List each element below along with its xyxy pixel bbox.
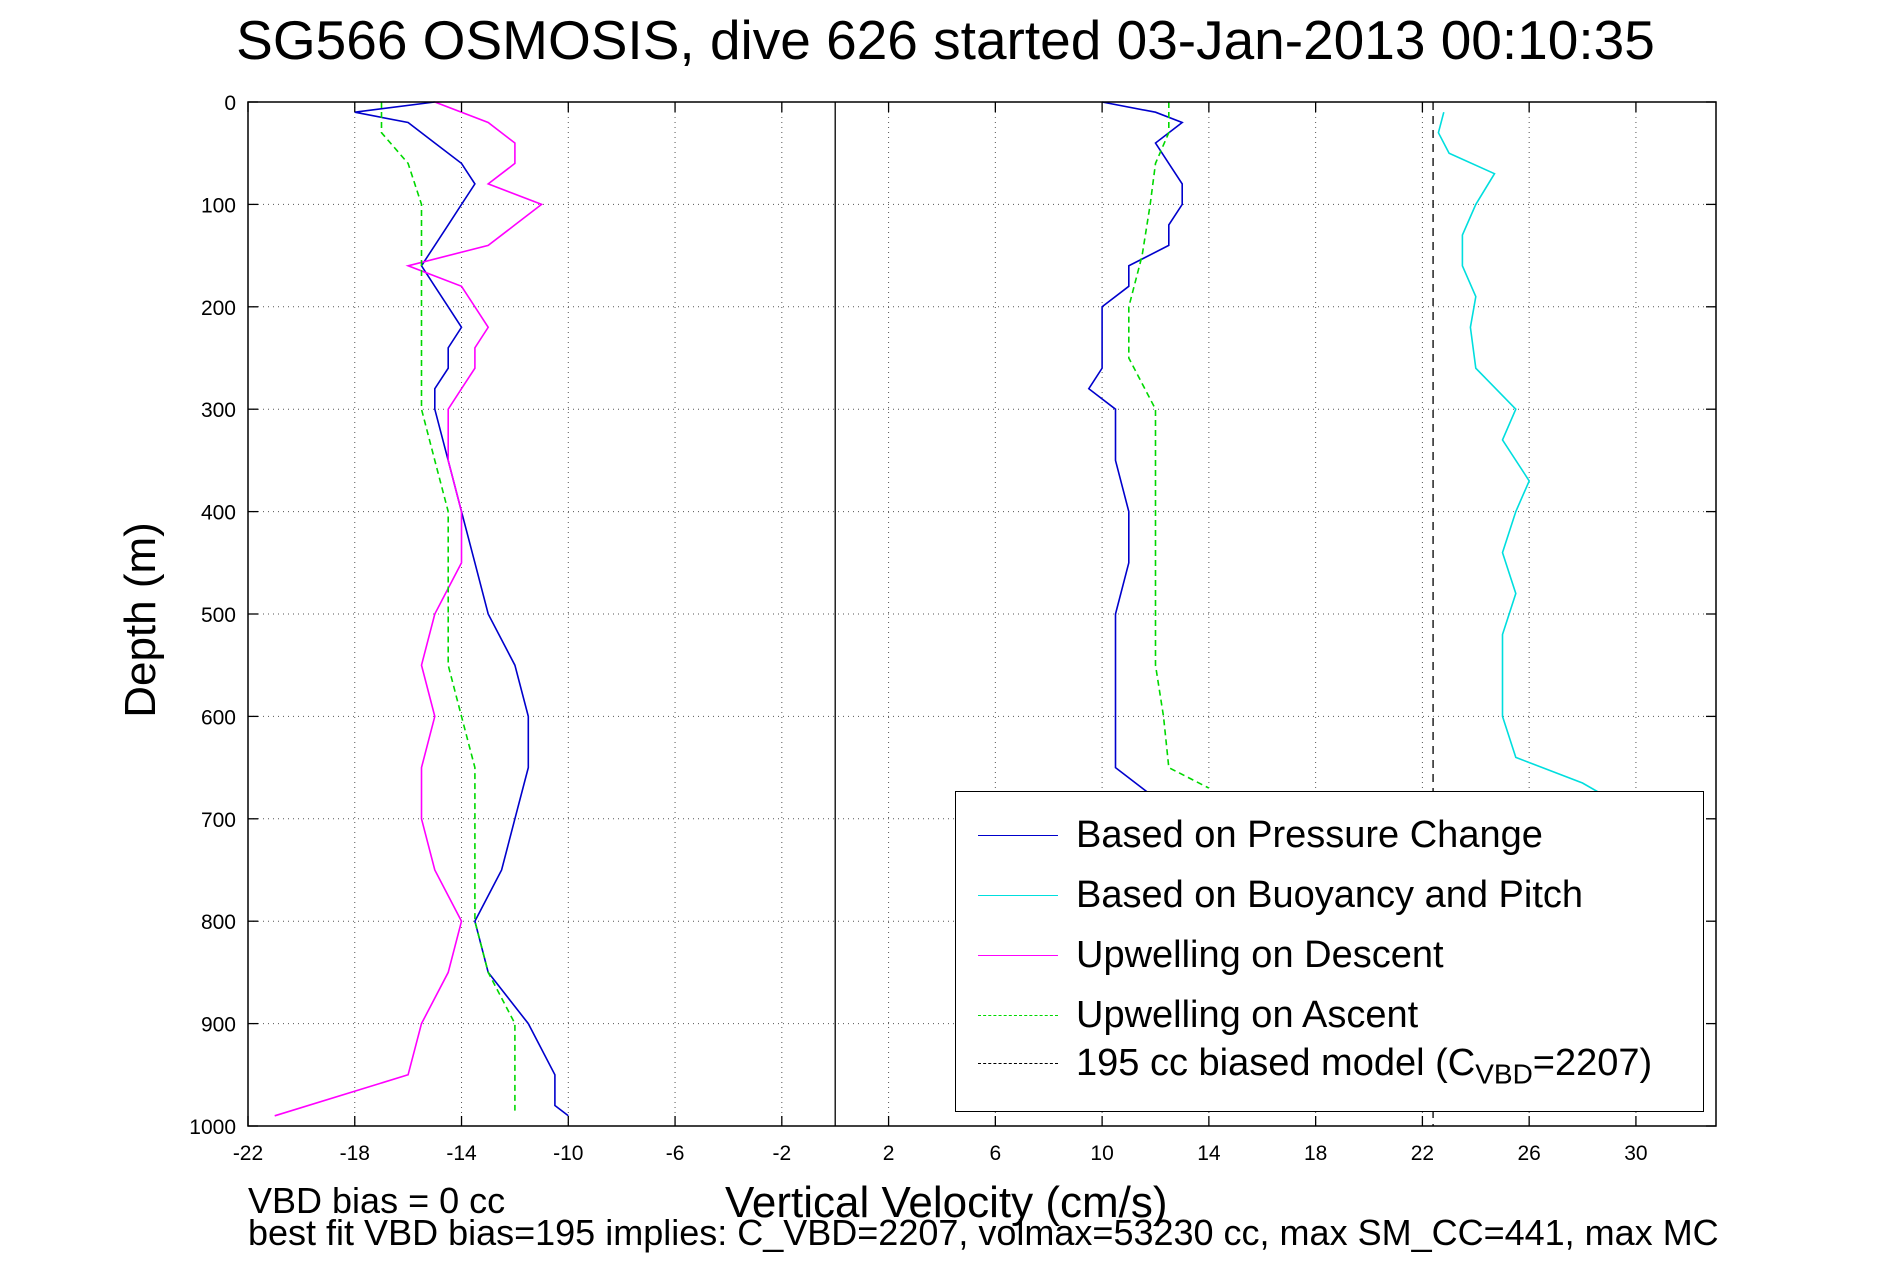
x-tick-label: -18 — [340, 1142, 370, 1165]
x-tick-label: -14 — [446, 1142, 477, 1165]
legend-item-model: 195 cc biased model (CVBD=2207) — [968, 1038, 1688, 1091]
x-tick-label: -6 — [666, 1142, 685, 1165]
x-tick-label: -22 — [233, 1142, 263, 1165]
legend: Based on Pressure Change Based on Buoyan… — [955, 791, 1704, 1112]
axes — [247, 101, 1717, 1127]
x-tick-label: 6 — [990, 1142, 1002, 1165]
series-line-0 — [354, 101, 569, 1117]
y-axis-label: Depth (m) — [116, 522, 165, 718]
x-tick-label: 22 — [1411, 1142, 1434, 1165]
series-line-4 — [380, 102, 516, 1111]
series-line-3 — [274, 101, 544, 1117]
y-tick-label: 200 — [201, 297, 236, 320]
legend-swatch-ascent — [978, 1015, 1058, 1016]
legend-item-pressure: Based on Pressure Change — [968, 810, 1688, 860]
legend-label-model: 195 cc biased model (CVBD=2207) — [1076, 1042, 1652, 1091]
best-fit-note: best fit VBD bias=195 implies: C_VBD=220… — [248, 1212, 1719, 1253]
legend-item-ascent: Upwelling on Ascent — [968, 990, 1688, 1040]
y-tick-label: 500 — [201, 604, 236, 627]
y-tick-label: 0 — [224, 92, 236, 115]
y-tick-label: 400 — [201, 502, 236, 525]
legend-swatch-buoyancy — [978, 895, 1058, 896]
x-tick-label: -2 — [772, 1142, 791, 1165]
y-tick-label: 700 — [201, 809, 236, 832]
legend-swatch-model — [978, 1063, 1058, 1064]
tick-labels: -22 -18 -14 -10 -6 -2 2 6 10 14 18 22 26 300100200300… — [189, 92, 1647, 1165]
x-tick-label: -10 — [553, 1142, 583, 1165]
y-tick-label: 100 — [201, 194, 236, 217]
y-tick-label: 900 — [201, 1014, 236, 1037]
x-tick-label: 30 — [1624, 1142, 1647, 1165]
x-tick-label: 18 — [1304, 1142, 1327, 1165]
vbd-bias-note: VBD bias = 0 cc — [248, 1180, 506, 1221]
legend-item-buoyancy: Based on Buoyancy and Pitch — [968, 870, 1688, 920]
y-tick-label: 800 — [201, 911, 236, 934]
x-tick-label: 14 — [1197, 1142, 1221, 1165]
chart-title: SG566 OSMOSIS, dive 626 started 03-Jan-2… — [236, 9, 1655, 71]
legend-model-text: 195 cc biased model (C — [1076, 1042, 1476, 1084]
legend-label-ascent: Upwelling on Ascent — [1076, 994, 1419, 1036]
x-tick-label: 10 — [1090, 1142, 1113, 1165]
legend-model-subscript: VBD — [1475, 1058, 1533, 1090]
legend-item-descent: Upwelling on Descent — [968, 930, 1688, 980]
grid-lines — [247, 101, 1716, 1127]
x-tick-label: 26 — [1517, 1142, 1540, 1165]
series-layer — [274, 101, 1610, 1126]
y-tick-label: 600 — [201, 706, 236, 729]
legend-label-descent: Upwelling on Descent — [1076, 934, 1444, 976]
y-tick-label: 1000 — [189, 1116, 236, 1139]
x-axis-label: Vertical Velocity (cm/s) — [725, 1178, 1168, 1227]
y-tick-label: 300 — [201, 399, 236, 422]
series-line-1 — [1087, 101, 1184, 799]
x-tick-label: 2 — [883, 1142, 895, 1165]
series-line-2 — [1437, 111, 1610, 799]
legend-label-buoyancy: Based on Buoyancy and Pitch — [1076, 874, 1584, 916]
series-line-5 — [1128, 102, 1210, 789]
legend-swatch-pressure — [978, 835, 1058, 836]
legend-model-tail: =2207) — [1532, 1042, 1653, 1084]
legend-swatch-descent — [978, 955, 1058, 956]
legend-label-pressure: Based on Pressure Change — [1076, 814, 1543, 856]
